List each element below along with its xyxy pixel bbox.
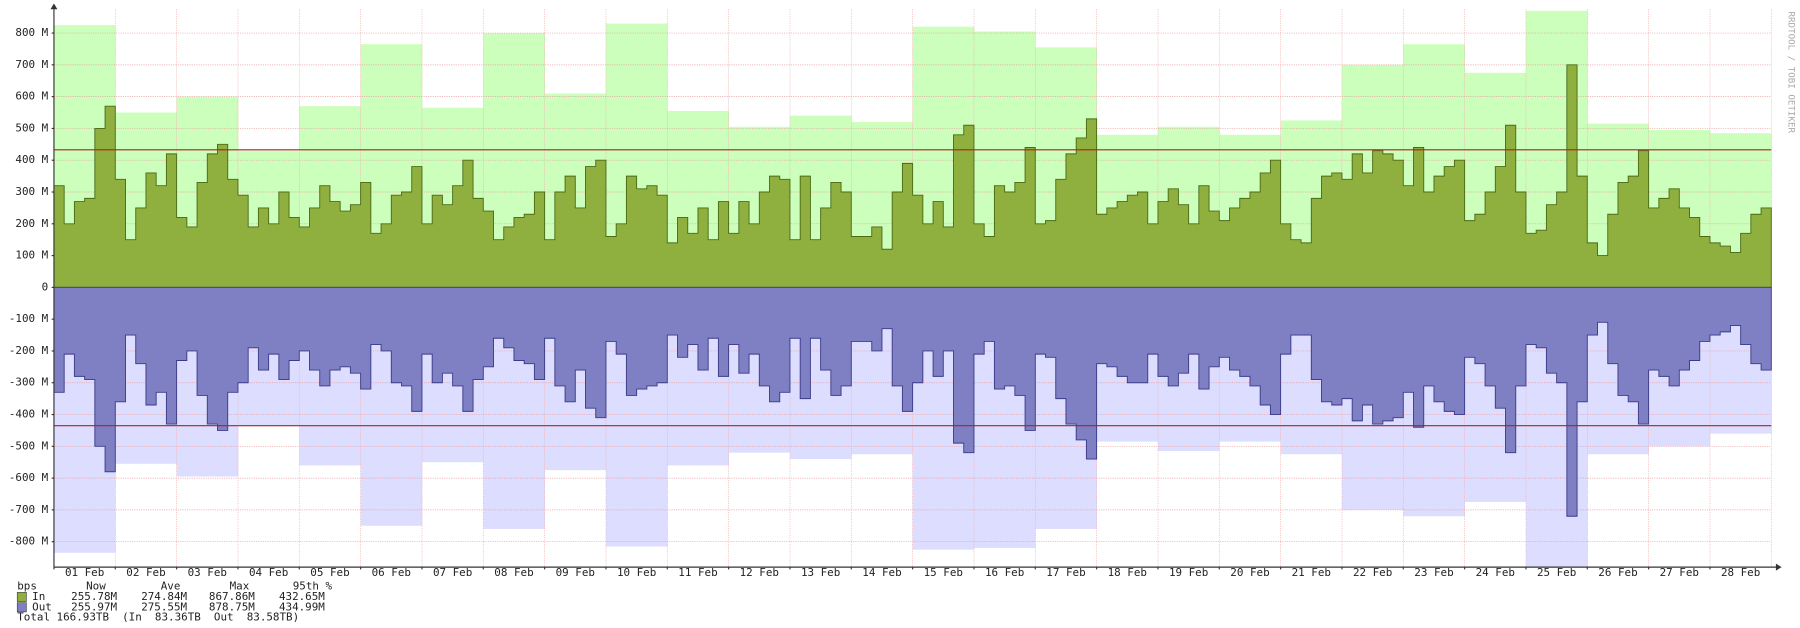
x-tick-label: 10 Feb [617, 566, 656, 579]
x-tick-label: 25 Feb [1537, 566, 1576, 579]
x-tick-label: 07 Feb [433, 566, 472, 579]
legend-value: 275.55M [141, 600, 187, 613]
plot: -800 M -700 M -600 M -500 M -400 M -300 M -200… [9, 3, 1782, 624]
y-tick-label: 800 M [15, 26, 48, 39]
x-tick-label: 14 Feb [862, 566, 901, 579]
traffic-area [53, 286, 1772, 517]
y-tick-label: -600 M [9, 471, 49, 484]
x-tick-label: 09 Feb [556, 566, 595, 579]
legend-swatch [16, 592, 27, 602]
legend-value: 878.75M [209, 600, 255, 613]
x-axis-arrow [1775, 563, 1782, 571]
x-tick-label: 20 Feb [1230, 566, 1269, 579]
legend-value: 434.99M [279, 600, 325, 613]
x-tick-label: 06 Feb [372, 566, 411, 579]
x-tick-label: 22 Feb [1353, 566, 1392, 579]
y-tick-label: 600 M [15, 90, 48, 103]
x-tick-label: 15 Feb [924, 566, 963, 579]
legend-header: bps [17, 580, 37, 593]
y-tick-label: 100 M [15, 249, 48, 262]
legend-header: 95th % [293, 580, 333, 593]
y-tick-label: -700 M [9, 503, 49, 516]
y-tick-label: -400 M [9, 408, 49, 421]
x-tick-label: 17 Feb [1046, 566, 1085, 579]
y-tick-label: -800 M [9, 535, 49, 548]
legend-swatch [16, 602, 27, 613]
x-tick-label: 01 Feb [65, 566, 104, 579]
x-tick-label: 11 Feb [678, 566, 717, 579]
legend-header: Now [86, 580, 106, 593]
y-tick-label: -100 M [9, 312, 49, 325]
legend-label: In [32, 590, 45, 603]
legend-label: Out [32, 600, 52, 613]
x-tick-label: 19 Feb [1169, 566, 1208, 579]
legend-value: 274.84M [141, 590, 187, 603]
x-tick-label: 21 Feb [1292, 566, 1331, 579]
traffic-area [53, 64, 1772, 288]
y-tick-label: 500 M [15, 121, 48, 134]
x-tick-label: 05 Feb [310, 566, 349, 579]
y-tick-label: 300 M [15, 185, 48, 198]
legend-value: 867.86M [209, 590, 255, 603]
watermark: RRDTOOL / TOBI OETIKER [1785, 12, 1796, 134]
legend-value: 255.97M [71, 600, 117, 613]
x-tick-label: 04 Feb [249, 566, 288, 579]
legend-total: Total 166.93TB (In 83.36TB Out 83.58TB) [17, 611, 299, 624]
y-tick-label: 400 M [15, 153, 48, 166]
x-tick-label: 28 Feb [1721, 566, 1760, 579]
y-axis-arrow [50, 3, 58, 10]
x-tick-label: 08 Feb [494, 566, 533, 579]
y-tick-label: 0 [42, 280, 49, 293]
x-tick-label: 03 Feb [188, 566, 227, 579]
x-tick-label: 16 Feb [985, 566, 1024, 579]
y-tick-label: -300 M [9, 376, 49, 389]
x-tick-label: 13 Feb [801, 566, 840, 579]
x-tick-label: 12 Feb [740, 566, 779, 579]
x-tick-label: 23 Feb [1414, 566, 1453, 579]
legend-value: 255.78M [71, 590, 117, 603]
x-tick-label: 18 Feb [1108, 566, 1147, 579]
legend-value: 432.65M [279, 590, 325, 603]
x-tick-label: 27 Feb [1660, 566, 1699, 579]
x-tick-label: 24 Feb [1476, 566, 1515, 579]
y-tick-label: 200 M [15, 217, 48, 230]
x-tick-label: 26 Feb [1598, 566, 1637, 579]
legend-header: Max [230, 580, 250, 593]
x-tick-label: 02 Feb [126, 566, 165, 579]
legend-header: Ave [161, 580, 181, 593]
y-tick-label: 700 M [15, 58, 48, 71]
y-tick-label: -200 M [9, 344, 49, 357]
y-tick-label: -500 M [9, 439, 49, 452]
